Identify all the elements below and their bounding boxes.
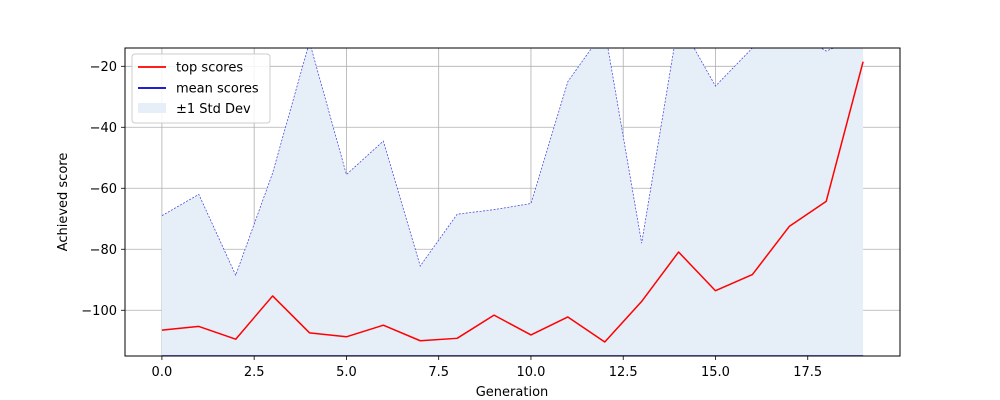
y-tick-label: −80 [90, 243, 117, 258]
top-scores-line [161, 61, 864, 343]
x-tick-label: 2.5 [244, 365, 265, 380]
y-tick-label: −100 [81, 304, 117, 319]
std-dev-band [161, 48, 864, 356]
legend: top scores mean scores ±1 Std Dev [131, 53, 271, 124]
x-axis-label: Generation [476, 385, 549, 400]
x-tick-label: 17.5 [793, 365, 822, 380]
legend-label-mean-scores: mean scores [176, 82, 259, 97]
x-tick-label: 12.5 [609, 365, 638, 380]
x-tick-label: 0.0 [152, 365, 173, 380]
legend-swatch-std-dev [138, 103, 166, 113]
y-axis-label: Achieved score [56, 153, 71, 252]
y-tick-label: −20 [90, 60, 117, 75]
legend-frame [131, 53, 271, 124]
y-tick-label: −40 [90, 121, 117, 136]
x-tick-label: 7.5 [428, 365, 449, 380]
plot-data [161, 48, 864, 356]
x-tick-label: 15.0 [701, 365, 730, 380]
y-tick-label: −60 [90, 182, 117, 197]
plot-frame [124, 47, 901, 357]
legend-label-top-scores: top scores [176, 61, 243, 76]
x-tick-label: 5.0 [336, 365, 357, 380]
std-dev-upper-edge [161, 48, 835, 277]
legend-label-std-dev: ±1 Std Dev [176, 102, 251, 117]
axis-ticks: 0.0 2.5 5.0 7.5 10.0 12.5 15.0 17.5 −100 −80 −60 −4… [81, 60, 822, 380]
x-tick-label: 10.0 [516, 365, 545, 380]
